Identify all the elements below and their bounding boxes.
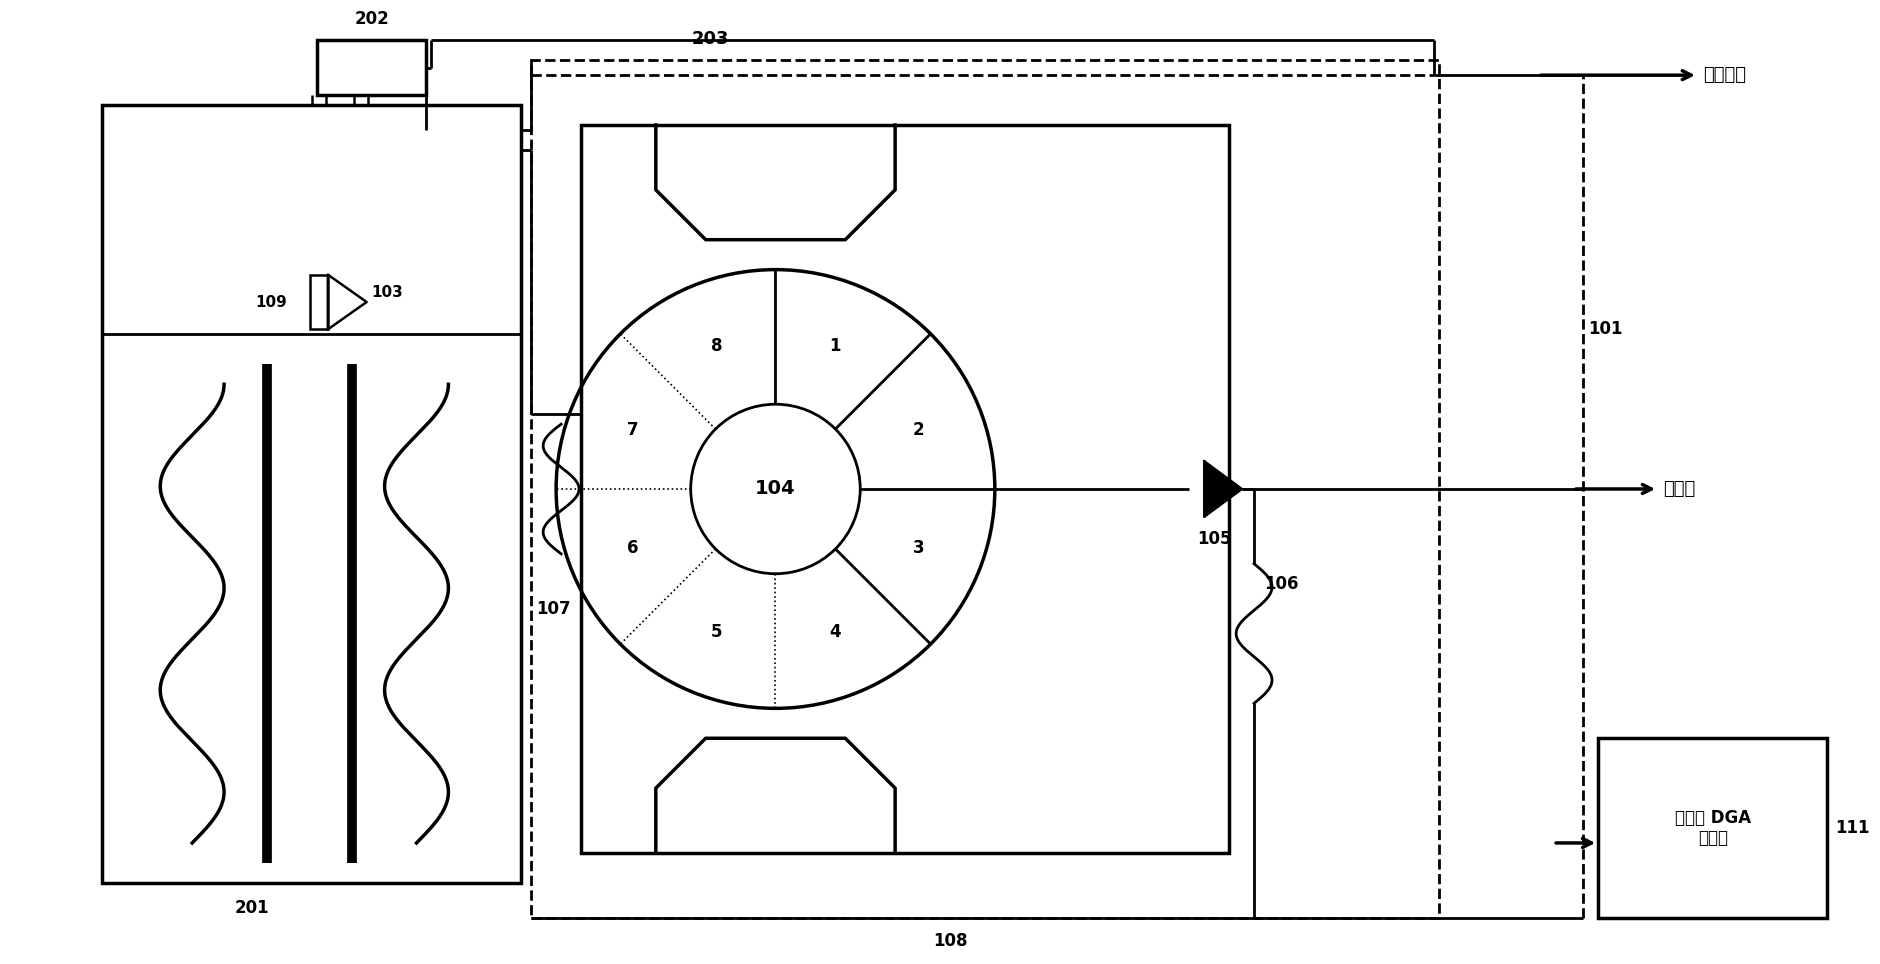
Bar [310, 275, 327, 330]
Text: 203: 203 [692, 30, 729, 48]
Text: 201: 201 [235, 898, 269, 917]
Text: 8: 8 [711, 337, 722, 355]
Text: 1: 1 [829, 337, 840, 355]
Text: 104: 104 [756, 479, 795, 498]
Text: 101: 101 [1589, 320, 1622, 338]
Text: 106: 106 [1263, 575, 1299, 593]
Text: 5: 5 [711, 623, 722, 641]
Text: 7: 7 [626, 421, 639, 439]
Text: 6: 6 [626, 539, 639, 557]
Text: 2: 2 [912, 421, 925, 439]
Text: 4: 4 [829, 623, 840, 641]
Polygon shape [1205, 461, 1243, 517]
Text: 111: 111 [1835, 819, 1871, 837]
Bar [532, 60, 1438, 918]
Bar [102, 105, 521, 883]
Text: 3: 3 [912, 539, 925, 557]
Text: 107: 107 [536, 600, 572, 618]
Bar [318, 40, 427, 95]
Text: 空白气体: 空白气体 [1703, 67, 1747, 84]
Text: 105: 105 [1198, 530, 1231, 548]
Text: 202: 202 [353, 11, 389, 28]
Text: 108: 108 [932, 931, 966, 950]
Text: 便携式 DGA
分析仪: 便携式 DGA 分析仪 [1675, 809, 1750, 847]
Text: 109: 109 [256, 295, 288, 309]
Bar [1598, 738, 1827, 918]
Text: 103: 103 [372, 285, 404, 300]
Text: 放空口: 放空口 [1664, 480, 1696, 498]
Bar [581, 125, 1230, 853]
